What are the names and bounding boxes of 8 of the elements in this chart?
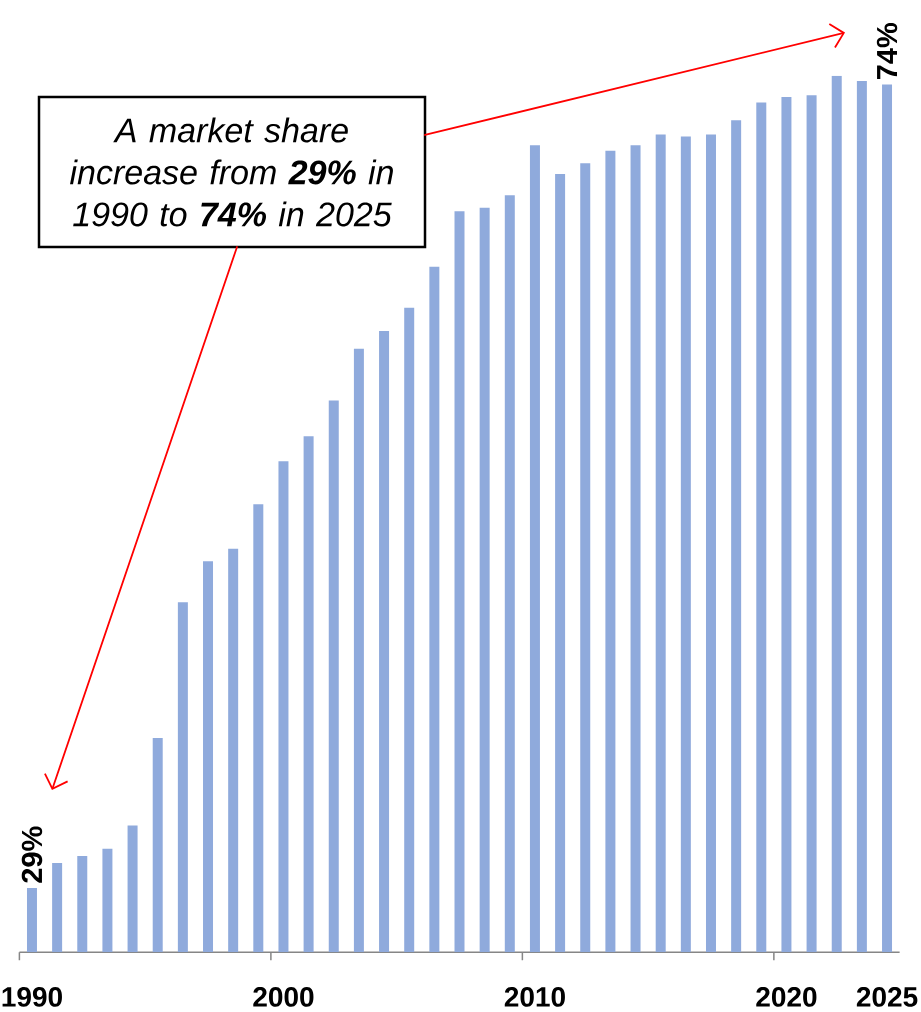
text: A market share increase from 29% in 1990 to 74% in 2025 bbox=[70, 117, 393, 227]
x-tick-label: 2000 bbox=[253, 987, 314, 1007]
data-label: 29% bbox=[21, 826, 43, 883]
x-tick-label: 1990 bbox=[2, 987, 62, 1007]
data-label: 74% bbox=[876, 23, 898, 80]
x-tick-label: 2025 bbox=[856, 987, 918, 1007]
x-tick-label: 2010 bbox=[504, 987, 565, 1007]
x-tick-label: 2020 bbox=[756, 987, 817, 1007]
